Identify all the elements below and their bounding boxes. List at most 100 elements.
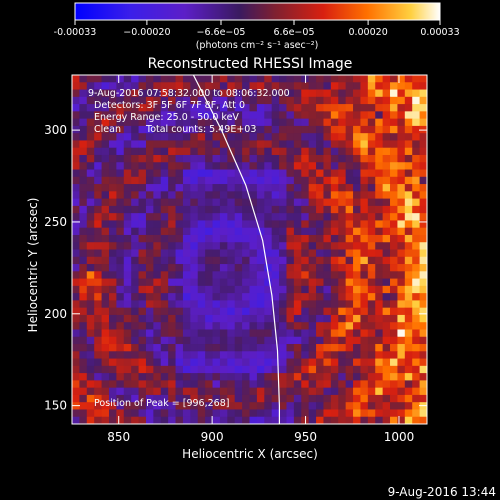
heatmap-cell <box>108 234 117 243</box>
heatmap-cell <box>123 264 132 272</box>
heatmap-cell <box>101 380 110 389</box>
heatmap-cell <box>271 176 280 185</box>
heatmap-cell <box>160 336 169 345</box>
heatmap-cell <box>205 234 213 243</box>
heatmap-cell <box>219 409 228 418</box>
heatmap-cell <box>338 191 347 199</box>
heatmap-cell <box>330 133 339 141</box>
heatmap-cell <box>279 307 287 316</box>
heatmap-cell <box>323 89 332 98</box>
heatmap-cell <box>242 293 250 301</box>
heatmap-cell <box>345 176 354 185</box>
heatmap-cell <box>227 162 236 170</box>
heatmap-cell <box>308 416 317 424</box>
heatmap-cell <box>160 344 169 352</box>
heatmap-cell <box>382 300 391 309</box>
heatmap-cell <box>205 82 213 90</box>
heatmap-cell <box>219 234 228 243</box>
heatmap-cell <box>190 293 199 301</box>
heatmap-cell <box>404 125 413 134</box>
heatmap-cell <box>234 300 243 309</box>
heatmap-cell <box>353 278 361 287</box>
heatmap-cell <box>382 329 391 338</box>
heatmap-cell <box>375 380 384 389</box>
heatmap-cell <box>79 351 88 359</box>
heatmap-cell <box>360 336 369 345</box>
heatmap-cell <box>316 104 324 112</box>
heatmap-cell <box>308 198 317 207</box>
heatmap-cell <box>301 264 310 272</box>
heatmap-cell <box>86 416 95 424</box>
heatmap-cell <box>145 133 154 141</box>
heatmap-cell <box>286 351 295 359</box>
heatmap-cell <box>168 213 176 221</box>
heatmap-cell <box>212 322 221 330</box>
heatmap-cell <box>412 140 421 149</box>
heatmap-cell <box>168 147 176 156</box>
heatmap-cell <box>86 380 95 389</box>
heatmap-cell <box>153 314 162 323</box>
heatmap-cell <box>116 154 125 163</box>
heatmap-cell <box>338 387 347 396</box>
heatmap-cell <box>345 234 354 243</box>
heatmap-cell <box>271 380 280 389</box>
heatmap-cell <box>419 387 427 396</box>
heatmap-cell <box>116 133 125 141</box>
heatmap-cell <box>338 278 347 287</box>
heatmap-cell <box>86 169 95 178</box>
heatmap-cell <box>397 234 406 243</box>
heatmap-cell <box>153 402 162 410</box>
heatmap-cell <box>249 322 258 330</box>
heatmap-cell <box>397 205 406 214</box>
heatmap-cell <box>286 256 295 265</box>
heatmap-cell <box>131 358 139 367</box>
heatmap-cell <box>219 373 228 381</box>
heatmap-cell <box>212 169 221 178</box>
heatmap-cell <box>197 329 206 338</box>
heatmap-cell <box>419 314 427 323</box>
heatmap-cell <box>330 118 339 127</box>
heatmap-cell <box>271 344 280 352</box>
heatmap-cell <box>323 162 332 170</box>
heatmap-cell <box>145 140 154 149</box>
heatmap-cell <box>330 365 339 374</box>
heatmap-cell <box>153 394 162 403</box>
heatmap-cell <box>182 394 191 403</box>
heatmap-cell <box>330 285 339 294</box>
heatmap-cell <box>249 213 258 221</box>
heatmap-cell <box>249 184 258 192</box>
heatmap-cell <box>293 351 302 359</box>
heatmap-cell <box>160 285 169 294</box>
heatmap-cell <box>345 285 354 294</box>
heatmap-cell <box>256 154 265 163</box>
heatmap-cell <box>219 329 228 338</box>
heatmap-cell <box>419 140 427 149</box>
heatmap-cell <box>316 176 324 185</box>
heatmap-cell <box>367 242 376 250</box>
heatmap-cell <box>301 104 310 112</box>
heatmap-cell <box>138 278 147 287</box>
heatmap-cell <box>360 358 369 367</box>
heatmap-cell <box>412 154 421 163</box>
heatmap-cell <box>404 82 413 90</box>
heatmap-cell <box>101 278 110 287</box>
heatmap-cell <box>153 358 162 367</box>
heatmap-cell <box>190 373 199 381</box>
heatmap-cell <box>108 402 117 410</box>
heatmap-cell <box>168 314 176 323</box>
heatmap-cell <box>404 184 413 192</box>
heatmap-cell <box>316 147 324 156</box>
heatmap-cell <box>175 213 184 221</box>
heatmap-cell <box>316 278 324 287</box>
heatmap-cell <box>205 205 213 214</box>
heatmap-cell <box>367 293 376 301</box>
heatmap-cell <box>182 249 191 258</box>
heatmap-cell <box>397 82 406 90</box>
heatmap-cell <box>94 220 102 229</box>
heatmap-cell <box>101 409 110 418</box>
heatmap-cell <box>382 213 391 221</box>
heatmap-cell <box>234 314 243 323</box>
heatmap-cell <box>182 351 191 359</box>
heatmap-cell <box>205 380 213 389</box>
heatmap-cell <box>271 264 280 272</box>
